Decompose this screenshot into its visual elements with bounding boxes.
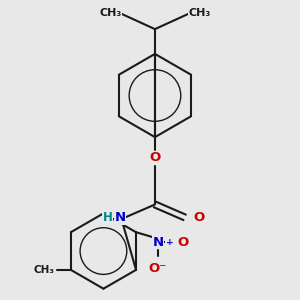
Text: O⁻: O⁻ (149, 262, 167, 275)
Text: H: H (103, 211, 112, 224)
Text: O: O (149, 152, 161, 164)
Text: N: N (115, 211, 126, 224)
Text: CH₃: CH₃ (188, 8, 211, 18)
Text: CH₃: CH₃ (99, 8, 122, 18)
Text: N: N (152, 236, 164, 249)
Text: +: + (166, 238, 173, 247)
Text: CH₃: CH₃ (34, 265, 55, 275)
Text: O: O (177, 236, 188, 249)
Text: O: O (193, 211, 204, 224)
